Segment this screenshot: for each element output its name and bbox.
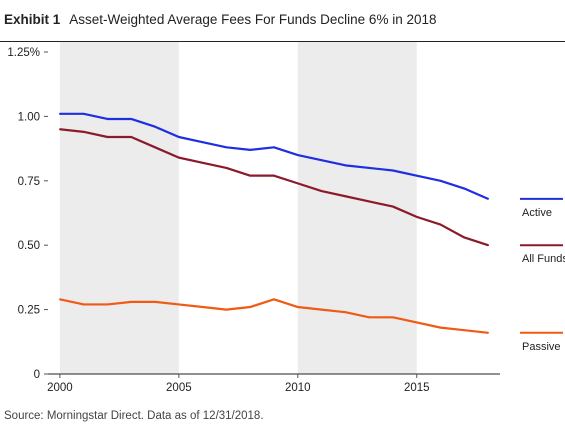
data-point-active	[249, 148, 252, 151]
data-point-all-funds	[368, 200, 371, 203]
legend-label-all-funds: All Funds	[522, 253, 565, 265]
data-point-all-funds	[201, 161, 204, 164]
y-tick-label: 0.50	[18, 240, 40, 252]
data-point-active	[320, 159, 323, 162]
chart-title: Asset-Weighted Average Fees For Funds De…	[69, 12, 437, 27]
data-point-active	[392, 169, 394, 172]
data-point-all-funds	[177, 156, 180, 159]
data-point-active	[368, 167, 371, 169]
exhibit-label: Exhibit 1	[4, 12, 61, 27]
data-point-active	[106, 118, 109, 120]
data-point-all-funds	[392, 205, 394, 208]
data-point-passive	[225, 308, 228, 311]
data-point-active	[201, 141, 204, 144]
data-point-all-funds	[82, 130, 85, 133]
data-point-active	[415, 174, 418, 177]
data-point-passive	[296, 306, 299, 308]
data-point-active	[177, 136, 180, 138]
data-point-passive	[273, 298, 275, 301]
data-point-all-funds	[225, 167, 228, 169]
data-point-active	[225, 146, 228, 149]
data-point-active	[154, 125, 156, 128]
data-point-passive	[177, 303, 180, 306]
data-point-all-funds	[130, 136, 133, 138]
data-point-passive	[320, 308, 323, 311]
data-point-active	[82, 112, 85, 115]
chart-header: Exhibit 1 Asset-Weighted Average Fees Fo…	[4, 12, 436, 27]
data-point-passive	[487, 331, 490, 334]
source-note: Source: Morningstar Direct. Data as of 1…	[4, 410, 264, 422]
data-point-all-funds	[273, 174, 275, 177]
data-point-all-funds	[463, 236, 466, 239]
legend-label-active: Active	[522, 207, 552, 219]
data-point-active	[296, 154, 299, 156]
data-point-active	[439, 179, 442, 182]
data-point-passive	[106, 303, 109, 306]
data-point-all-funds	[415, 215, 418, 218]
y-tick-label: 0	[34, 369, 40, 381]
data-point-passive	[154, 300, 156, 303]
legend-label-passive: Passive	[522, 341, 561, 353]
data-point-passive	[201, 306, 204, 308]
x-tick-label: 2000	[47, 382, 73, 394]
data-point-all-funds	[487, 244, 490, 247]
data-point-active	[487, 197, 490, 200]
data-point-passive	[463, 329, 466, 332]
data-point-all-funds	[320, 190, 323, 193]
data-point-all-funds	[439, 223, 442, 226]
shaded-band-1	[59, 42, 179, 374]
data-point-passive	[439, 326, 442, 329]
x-tick-label: 2010	[285, 382, 311, 394]
data-point-active	[130, 118, 133, 120]
data-point-active	[344, 164, 347, 167]
data-point-all-funds	[106, 136, 109, 138]
y-tick-label: 1.25%	[7, 47, 40, 59]
y-tick-label: 0.75	[18, 176, 40, 188]
data-point-passive	[392, 316, 394, 319]
data-point-passive	[344, 311, 347, 314]
data-point-passive	[82, 303, 85, 306]
data-point-active	[58, 112, 61, 115]
data-point-all-funds	[296, 182, 299, 185]
x-tick-label: 2005	[166, 382, 192, 394]
data-point-passive	[249, 306, 252, 308]
data-point-passive	[415, 321, 418, 324]
data-point-passive	[130, 300, 133, 303]
y-tick-label: 1.00	[18, 111, 40, 123]
data-point-active	[273, 146, 275, 149]
data-point-all-funds	[58, 128, 61, 131]
data-point-active	[463, 187, 466, 190]
data-point-passive	[58, 298, 61, 301]
data-point-all-funds	[154, 146, 156, 149]
data-point-passive	[368, 316, 371, 319]
title-divider	[0, 41, 565, 42]
data-point-all-funds	[344, 195, 347, 198]
y-tick-label: 0.25	[18, 305, 40, 317]
data-point-all-funds	[249, 174, 252, 177]
x-tick-label: 2015	[404, 382, 430, 394]
